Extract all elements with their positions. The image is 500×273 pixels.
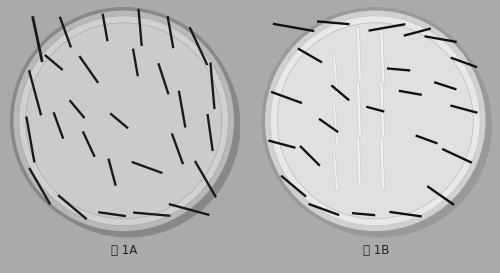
FancyArrow shape (110, 112, 129, 129)
FancyArrow shape (299, 145, 320, 167)
FancyArrow shape (352, 212, 376, 216)
FancyArrow shape (390, 211, 422, 218)
Ellipse shape (18, 16, 229, 226)
FancyArrow shape (308, 203, 340, 216)
FancyArrow shape (82, 131, 96, 157)
FancyArrow shape (330, 84, 350, 101)
FancyArrow shape (171, 133, 184, 165)
FancyArrow shape (415, 134, 438, 145)
FancyArrow shape (380, 137, 384, 189)
FancyArrow shape (132, 161, 163, 174)
Text: 图 1A: 图 1A (111, 244, 137, 257)
Ellipse shape (12, 9, 236, 233)
FancyArrow shape (108, 158, 117, 186)
FancyArrow shape (58, 16, 72, 48)
FancyArrow shape (98, 211, 126, 217)
Ellipse shape (270, 16, 480, 226)
FancyArrow shape (58, 194, 88, 220)
FancyArrow shape (332, 105, 338, 147)
FancyArrow shape (188, 26, 208, 66)
FancyArrow shape (387, 67, 410, 72)
FancyArrow shape (210, 63, 216, 109)
FancyArrow shape (434, 81, 456, 91)
FancyArrow shape (31, 16, 44, 62)
FancyArrow shape (102, 13, 108, 41)
FancyArrow shape (68, 99, 86, 119)
FancyArrow shape (271, 91, 302, 104)
FancyArrow shape (442, 148, 472, 164)
FancyArrow shape (318, 118, 339, 133)
FancyArrow shape (28, 70, 42, 116)
FancyArrow shape (317, 20, 350, 25)
FancyArrow shape (28, 167, 51, 205)
FancyArrow shape (297, 48, 322, 63)
FancyArrow shape (356, 81, 362, 137)
FancyArrow shape (450, 104, 478, 114)
FancyArrow shape (168, 203, 209, 216)
FancyArrow shape (404, 27, 431, 37)
Ellipse shape (268, 13, 492, 238)
FancyArrow shape (356, 137, 362, 189)
FancyArrow shape (380, 27, 384, 84)
FancyArrow shape (138, 9, 143, 46)
FancyArrow shape (158, 63, 170, 95)
FancyArrow shape (206, 114, 214, 151)
FancyArrow shape (268, 140, 295, 149)
FancyArrow shape (398, 90, 422, 96)
FancyArrow shape (166, 16, 174, 48)
FancyArrow shape (424, 35, 457, 43)
FancyArrow shape (380, 81, 384, 137)
FancyArrow shape (450, 57, 477, 68)
FancyArrow shape (272, 23, 314, 32)
FancyArrow shape (78, 55, 99, 84)
FancyArrow shape (366, 106, 384, 113)
Text: 图 1B: 图 1B (363, 244, 389, 257)
FancyArrow shape (280, 175, 307, 198)
FancyArrow shape (368, 23, 406, 32)
FancyArrow shape (194, 160, 217, 198)
FancyArrow shape (426, 185, 454, 206)
FancyArrow shape (132, 48, 139, 76)
FancyArrow shape (356, 27, 362, 84)
FancyArrow shape (25, 116, 35, 163)
Ellipse shape (263, 9, 488, 233)
FancyArrow shape (44, 54, 64, 71)
FancyArrow shape (133, 211, 170, 217)
Ellipse shape (26, 23, 222, 219)
Ellipse shape (16, 13, 240, 238)
FancyArrow shape (332, 53, 338, 95)
FancyArrow shape (332, 153, 338, 191)
FancyArrow shape (178, 91, 186, 128)
FancyArrow shape (52, 112, 64, 139)
Ellipse shape (277, 23, 473, 219)
